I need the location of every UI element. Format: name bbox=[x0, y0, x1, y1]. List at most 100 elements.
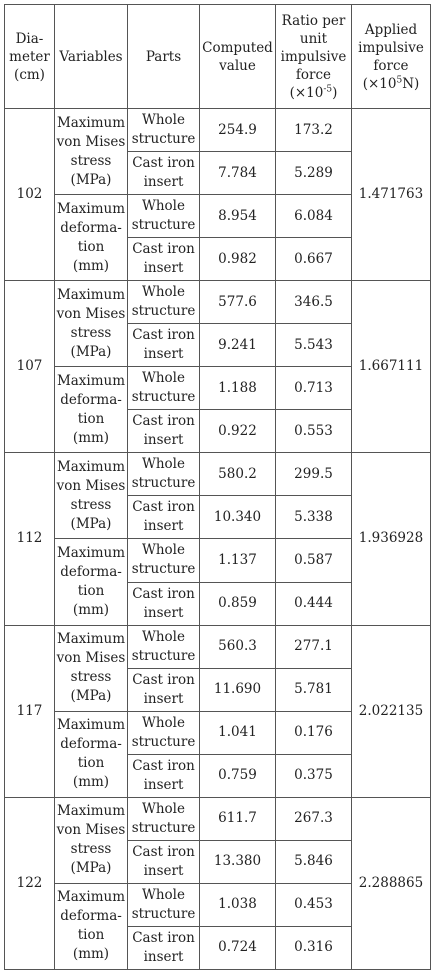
table-row: 122 Maximum von Mises stress (MPa) Whole struc… bbox=[4, 796, 431, 971]
computed-value-cell: 13.380 bbox=[199, 839, 276, 884]
computed-value-cell: 1.137 bbox=[199, 538, 276, 583]
applied-force-cell: 2.022135 bbox=[351, 624, 431, 798]
table-row: Maximum deforma-tion (mm) Whole structure 1.1… bbox=[5, 366, 431, 454]
header-row: Dia-meter (cm) Variables Parts Computed va… bbox=[4, 4, 431, 109]
computed-value-cell: 11.690 bbox=[199, 667, 276, 712]
results-table: Dia-meter (cm) Variables Parts Computed va… bbox=[4, 4, 431, 971]
diameter-cell: 107 bbox=[4, 280, 55, 454]
ratio-cell: 5.846 bbox=[275, 839, 352, 884]
computed-value-cell: 10.340 bbox=[199, 495, 276, 540]
table-row: 107 Maximum von Mises stress (MPa) Whole struc… bbox=[4, 280, 431, 454]
computed-value-cell: 577.6 bbox=[199, 280, 276, 325]
part-cell-cast: Cast iron insert bbox=[127, 495, 200, 540]
table-row: 112 Maximum von Mises stress (MPa) Whole struc… bbox=[4, 452, 431, 626]
header-applied: Applied impulsive force (×105N) bbox=[351, 4, 431, 109]
part-cell-whole: Whole structure bbox=[127, 882, 200, 927]
variable-cell-stress: Maximum von Mises stress (MPa) bbox=[54, 796, 128, 884]
ratio-cell: 6.084 bbox=[275, 194, 352, 239]
header-diameter: Dia-meter (cm) bbox=[4, 4, 55, 109]
variable-cell-stress: Maximum von Mises stress (MPa) bbox=[54, 452, 128, 540]
computed-value-cell: 9.241 bbox=[199, 323, 276, 368]
part-cell-whole: Whole structure bbox=[127, 538, 200, 583]
table-row: 117 Maximum von Mises stress (MPa) Whole struc… bbox=[4, 624, 431, 798]
part-cell-cast: Cast iron insert bbox=[127, 839, 200, 884]
applied-force-cell: 1.667111 bbox=[351, 280, 431, 454]
ratio-cell: 0.553 bbox=[275, 409, 352, 454]
header-computed: Computed value bbox=[199, 4, 276, 109]
ratio-cell: 5.338 bbox=[275, 495, 352, 540]
part-cell-whole: Whole structure bbox=[127, 107, 200, 153]
ratio-cell: 346.5 bbox=[275, 280, 352, 325]
diameter-cell: 122 bbox=[4, 796, 55, 971]
part-cell-cast: Cast iron insert bbox=[127, 753, 200, 798]
computed-value-cell: 1.188 bbox=[199, 366, 276, 411]
computed-value-cell: 1.038 bbox=[199, 882, 276, 927]
computed-value-cell: 254.9 bbox=[199, 107, 276, 153]
part-cell-whole: Whole structure bbox=[127, 452, 200, 497]
table-row: Cast iron insert 0.759 0.375 bbox=[5, 753, 431, 798]
table-row: Cast iron insert 9.241 5.543 bbox=[5, 323, 431, 368]
part-cell-cast: Cast iron insert bbox=[127, 237, 200, 282]
header-variables: Variables bbox=[54, 4, 128, 109]
part-cell-whole: Whole structure bbox=[127, 796, 200, 841]
ratio-cell: 299.5 bbox=[275, 452, 352, 497]
diameter-cell: 117 bbox=[4, 624, 55, 798]
computed-value-cell: 0.759 bbox=[199, 753, 276, 798]
applied-force-cell: 1.936928 bbox=[351, 452, 431, 626]
applied-force-cell: 2.288865 bbox=[351, 796, 431, 971]
table-row: Maximum deforma-tion (mm) Whole structure 8.9… bbox=[5, 194, 431, 282]
part-cell-whole: Whole structure bbox=[127, 710, 200, 755]
computed-value-cell: 580.2 bbox=[199, 452, 276, 497]
header-ratio: Ratio per unit impulsive force (×10-5) bbox=[275, 4, 352, 109]
ratio-cell: 0.713 bbox=[275, 366, 352, 411]
ratio-cell: 0.375 bbox=[275, 753, 352, 798]
part-cell-cast: Cast iron insert bbox=[127, 151, 200, 196]
computed-value-cell: 0.922 bbox=[199, 409, 276, 454]
variable-cell-deformation: Maximum deforma-tion (mm) bbox=[54, 366, 128, 454]
table-body: 102 Maximum von Mises stress (MPa) Whole struc… bbox=[4, 107, 431, 971]
table-row: Maximum deforma-tion (mm) Whole structure 1.1… bbox=[5, 538, 431, 626]
part-cell-whole: Whole structure bbox=[127, 366, 200, 411]
diameter-cell: 102 bbox=[4, 107, 55, 282]
ratio-cell: 0.176 bbox=[275, 710, 352, 755]
computed-value-cell: 8.954 bbox=[199, 194, 276, 239]
ratio-cell: 173.2 bbox=[275, 107, 352, 153]
variable-cell-deformation: Maximum deforma-tion (mm) bbox=[54, 194, 128, 282]
computed-value-cell: 0.724 bbox=[199, 925, 276, 971]
part-cell-cast: Cast iron insert bbox=[127, 667, 200, 712]
ratio-cell: 0.444 bbox=[275, 581, 352, 626]
part-cell-whole: Whole structure bbox=[127, 280, 200, 325]
variable-cell-stress: Maximum von Mises stress (MPa) bbox=[54, 280, 128, 368]
part-cell-cast: Cast iron insert bbox=[127, 581, 200, 626]
table-row: Cast iron insert 0.724 0.316 bbox=[5, 925, 431, 971]
table-row: Cast iron insert 7.784 5.289 bbox=[5, 151, 431, 196]
table-row: Maximum deforma-tion (mm) Whole structure 1.0… bbox=[5, 710, 431, 798]
variable-cell-stress: Maximum von Mises stress (MPa) bbox=[54, 624, 128, 712]
ratio-cell: 0.667 bbox=[275, 237, 352, 282]
computed-value-cell: 0.859 bbox=[199, 581, 276, 626]
ratio-cell: 5.289 bbox=[275, 151, 352, 196]
diameter-cell: 112 bbox=[4, 452, 55, 626]
part-cell-whole: Whole structure bbox=[127, 624, 200, 669]
table-row: Cast iron insert 0.922 0.553 bbox=[5, 409, 431, 454]
ratio-cell: 267.3 bbox=[275, 796, 352, 841]
variable-cell-deformation: Maximum deforma-tion (mm) bbox=[54, 882, 128, 971]
ratio-cell: 0.316 bbox=[275, 925, 352, 971]
variable-cell-stress: Maximum von Mises stress (MPa) bbox=[54, 107, 128, 196]
table-row: Cast iron insert 0.982 0.667 bbox=[5, 237, 431, 282]
ratio-cell: 5.781 bbox=[275, 667, 352, 712]
ratio-cell: 5.543 bbox=[275, 323, 352, 368]
table-row: 102 Maximum von Mises stress (MPa) Whole struc… bbox=[4, 107, 431, 282]
computed-value-cell: 1.041 bbox=[199, 710, 276, 755]
part-cell-cast: Cast iron insert bbox=[127, 925, 200, 971]
computed-value-cell: 7.784 bbox=[199, 151, 276, 196]
ratio-cell: 277.1 bbox=[275, 624, 352, 669]
header-parts: Parts bbox=[127, 4, 200, 109]
table-row: Maximum deforma-tion (mm) Whole structure 1.0… bbox=[5, 882, 431, 971]
computed-value-cell: 0.982 bbox=[199, 237, 276, 282]
computed-value-cell: 560.3 bbox=[199, 624, 276, 669]
variable-cell-deformation: Maximum deforma-tion (mm) bbox=[54, 538, 128, 626]
ratio-cell: 0.587 bbox=[275, 538, 352, 583]
applied-force-cell: 1.471763 bbox=[351, 107, 431, 282]
